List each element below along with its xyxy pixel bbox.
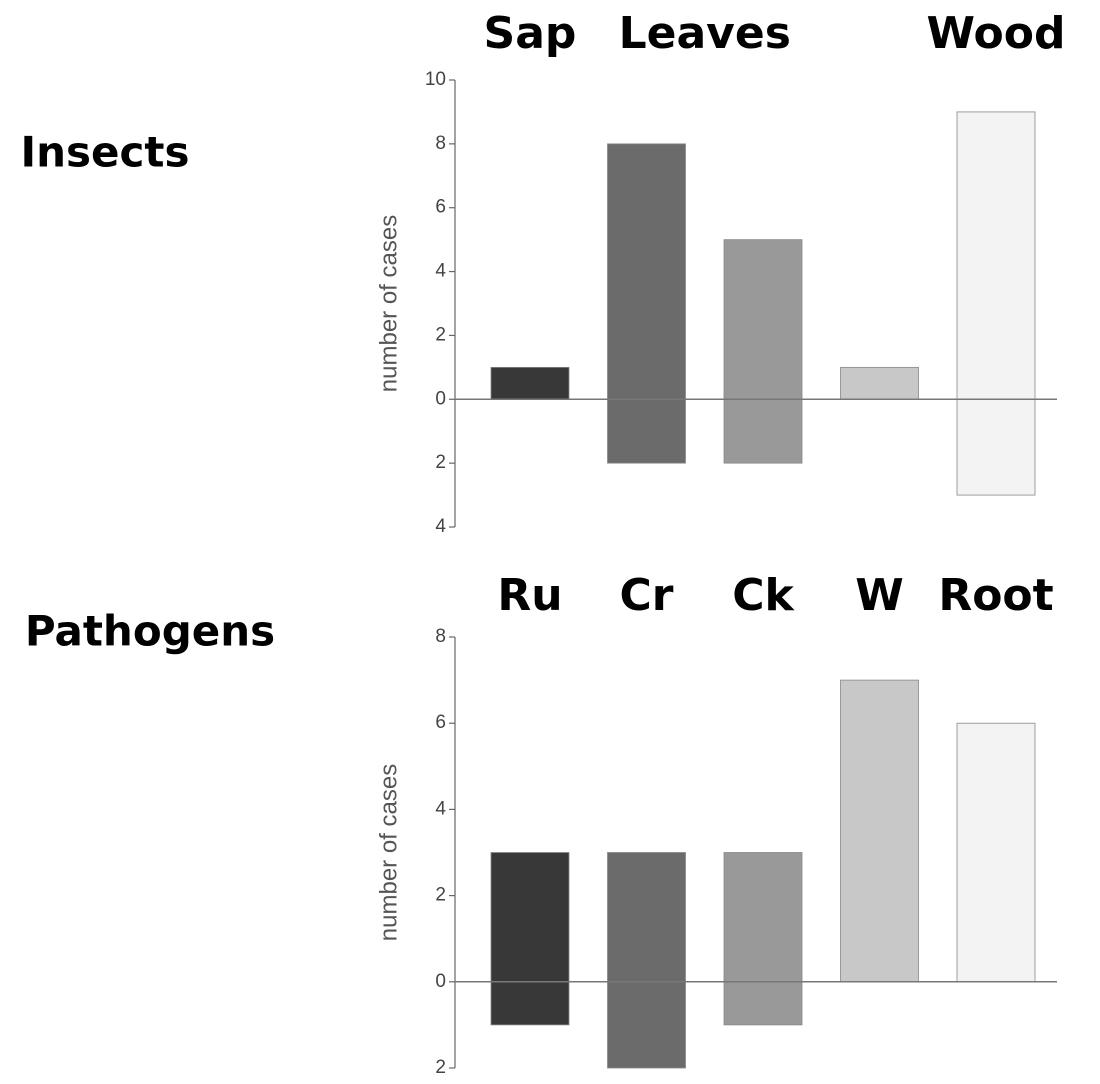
bar — [840, 679, 919, 983]
group-label: Ck — [732, 570, 795, 621]
group-label: Leaves — [619, 8, 791, 59]
group-label: Sap — [484, 8, 577, 59]
bar — [490, 852, 570, 983]
panel-label: Pathogens — [25, 607, 275, 656]
y-tick-label: 2 — [435, 885, 446, 906]
y-tick-label: 0 — [435, 971, 446, 992]
y-tick-label: 6 — [435, 197, 446, 218]
bar — [607, 398, 686, 464]
bar — [723, 239, 803, 400]
group-label: W — [855, 570, 904, 621]
y-tick-label: 8 — [435, 133, 446, 154]
bar — [490, 981, 570, 1026]
bar — [490, 366, 570, 400]
bar — [723, 398, 803, 464]
bar — [607, 143, 686, 400]
y-tick-label: 0 — [435, 388, 446, 409]
y-tick-label: 2 — [435, 452, 446, 473]
group-label: Cr — [620, 570, 674, 621]
bar — [607, 852, 686, 983]
y-tick-label: 2 — [435, 1057, 446, 1078]
bar — [723, 852, 803, 983]
bar — [956, 111, 1036, 400]
bar — [840, 366, 919, 400]
y-tick-label: 4 — [435, 798, 446, 819]
bar — [723, 981, 803, 1026]
y-axis-label: number of cases — [375, 215, 402, 392]
bar — [956, 722, 1036, 983]
panel-label: Insects — [21, 128, 190, 177]
bar — [607, 981, 686, 1069]
y-tick-label: 2 — [435, 324, 446, 345]
y-tick-label: 10 — [425, 69, 446, 90]
group-label: Root — [938, 570, 1053, 621]
bar — [956, 398, 1036, 496]
y-tick-label: 4 — [435, 516, 446, 537]
y-tick-label: 4 — [435, 261, 446, 282]
y-tick-label: 8 — [435, 626, 446, 647]
y-tick-label: 6 — [435, 712, 446, 733]
y-axis-label: number of cases — [375, 764, 402, 941]
group-label: Ru — [497, 570, 562, 621]
group-label: Wood — [927, 8, 1066, 59]
